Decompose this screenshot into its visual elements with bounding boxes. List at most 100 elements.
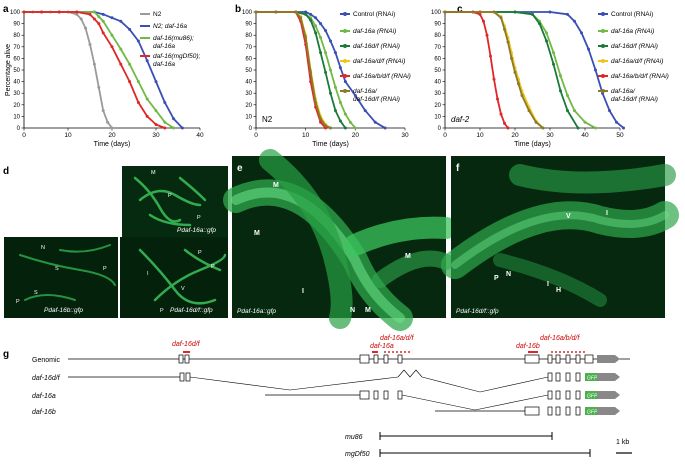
x-tick-label-c: 40 xyxy=(581,132,589,139)
x-tick-label-b: 10 xyxy=(302,132,310,139)
gene-row-1: daf-16a xyxy=(32,393,56,400)
data-point-a-2 xyxy=(136,80,140,84)
data-point-b-1 xyxy=(324,51,328,55)
data-point-a-1 xyxy=(119,19,123,23)
e-letter-M1: M xyxy=(273,182,279,189)
y-tick-label-a: 60 xyxy=(13,56,20,62)
data-point-c-5 xyxy=(503,27,506,31)
panel-label-a: a xyxy=(3,4,9,15)
y-tick-label-a: 70 xyxy=(13,45,20,51)
data-point-b-0 xyxy=(373,120,377,124)
data-point-b-2 xyxy=(319,51,323,55)
data-point-a-0 xyxy=(88,42,92,46)
chart-c: 0 10 20 30 40 50 0 10 20 30 40 50 60 70 80 90 100 Time (d… xyxy=(431,10,625,148)
data-point-c-0 xyxy=(587,47,590,51)
legend-c-label-5: daf-16a/ xyxy=(611,88,636,95)
data-point-a-0 xyxy=(75,12,79,16)
data-point-a-0 xyxy=(92,62,96,66)
data-point-c-1 xyxy=(566,94,569,98)
data-point-c-0 xyxy=(566,12,569,16)
d-letter-P5: P xyxy=(198,250,202,256)
data-point-c-0 xyxy=(548,10,552,14)
y-tick-label-a: 100 xyxy=(10,10,21,16)
gfp-label-1: GFP xyxy=(587,394,598,400)
e-letter-M4: M xyxy=(365,307,371,314)
data-point-a-3 xyxy=(40,10,44,14)
data-point-b-2 xyxy=(309,18,313,22)
gene-top-label-2: daf-16a xyxy=(370,343,394,350)
data-point-b-5 xyxy=(314,100,318,104)
data-point-b-0 xyxy=(304,10,308,14)
label-e: Pdaf-16a::gfp xyxy=(237,308,276,315)
data-point-b-1 xyxy=(329,68,332,72)
data-point-c-4 xyxy=(492,77,496,81)
y-tick-label-b: 40 xyxy=(245,80,252,86)
panel-label-f: f xyxy=(456,163,460,174)
data-point-a-3 xyxy=(75,10,79,14)
worms-d-top xyxy=(133,176,207,227)
legend-a: N2 N2; daf-16a daf-16(mu86); daf-16a daf… xyxy=(140,11,201,68)
data-point-b-0 xyxy=(338,66,342,70)
data-point-c-5 xyxy=(443,10,447,14)
y-tick-label-b: 50 xyxy=(245,68,252,74)
y-tick-label-c: 90 xyxy=(434,22,441,28)
e-letter-I: I xyxy=(302,288,304,295)
d-letter-P1: P xyxy=(168,193,172,199)
data-point-c-0 xyxy=(573,19,576,23)
data-point-b-2 xyxy=(333,109,337,113)
y-tick-label-c: 20 xyxy=(434,103,441,109)
data-point-c-5 xyxy=(510,56,513,60)
data-point-a-1 xyxy=(154,80,158,84)
data-point-c-4 xyxy=(478,12,482,16)
worms-d-br xyxy=(138,248,227,305)
d-letter-S1: S xyxy=(55,266,59,272)
data-point-c-5 xyxy=(541,126,545,130)
label-d-br: Pdaf-16d/f::gfp xyxy=(170,307,213,314)
data-point-a-3 xyxy=(136,100,140,104)
data-point-a-2 xyxy=(110,33,114,37)
data-point-a-3 xyxy=(57,10,61,14)
x-tick-label-a: 0 xyxy=(22,132,26,139)
data-point-c-5 xyxy=(499,16,503,20)
x-tick-label-b: 20 xyxy=(352,132,360,139)
data-point-c-0 xyxy=(608,109,611,113)
data-point-b-2 xyxy=(304,12,308,16)
y-tick-label-b: 10 xyxy=(245,114,252,120)
data-point-a-1 xyxy=(128,27,132,31)
legend-c-label-4: daf-16a/b/d/f (RNAi) xyxy=(611,73,669,80)
legend-c-label-6: daf-16d/f (RNAi) xyxy=(611,96,658,103)
data-point-b-0 xyxy=(353,94,357,98)
data-point-a-0 xyxy=(79,17,83,21)
y-tick-label-a: 50 xyxy=(13,68,20,74)
data-point-c-4 xyxy=(503,121,506,125)
data-point-a-0 xyxy=(84,26,88,30)
legend-b-label-1: daf-16a (RNAi) xyxy=(353,28,396,35)
d-letter-P2: P xyxy=(197,215,201,221)
data-point-b-5 xyxy=(319,117,323,121)
data-point-b-0 xyxy=(343,80,347,84)
data-point-b-2 xyxy=(329,91,332,95)
legend-b-label-3: daf-16a/d/f (RNAi) xyxy=(353,58,405,65)
legend-c-label-1: daf-16a (RNAi) xyxy=(611,28,654,35)
series-line-a-0 xyxy=(24,11,113,129)
data-point-c-5 xyxy=(506,40,510,44)
data-point-b-5 xyxy=(324,124,328,128)
data-point-c-5 xyxy=(492,10,496,14)
e-letter-N: N xyxy=(350,307,355,314)
d-letter-M: M xyxy=(151,170,156,176)
data-point-b-2 xyxy=(324,70,328,74)
legend-c-label-3: daf-16a/d/f (RNAi) xyxy=(611,58,663,65)
y-tick-label-a: 0 xyxy=(17,126,21,132)
y-tick-label-c: 80 xyxy=(434,33,441,39)
data-point-c-0 xyxy=(622,126,625,130)
data-point-b-2 xyxy=(343,126,347,130)
data-point-b-1 xyxy=(338,100,342,104)
data-point-b-2 xyxy=(314,31,318,35)
d-markers: M P P N S P S P P I P V P xyxy=(16,170,215,314)
x-tick-label-a: 40 xyxy=(196,132,204,139)
y-tick-label-b: 80 xyxy=(245,33,252,39)
data-point-c-4 xyxy=(496,97,499,101)
series-line-c-1 xyxy=(445,11,596,129)
series-line-a-3 xyxy=(24,11,166,129)
